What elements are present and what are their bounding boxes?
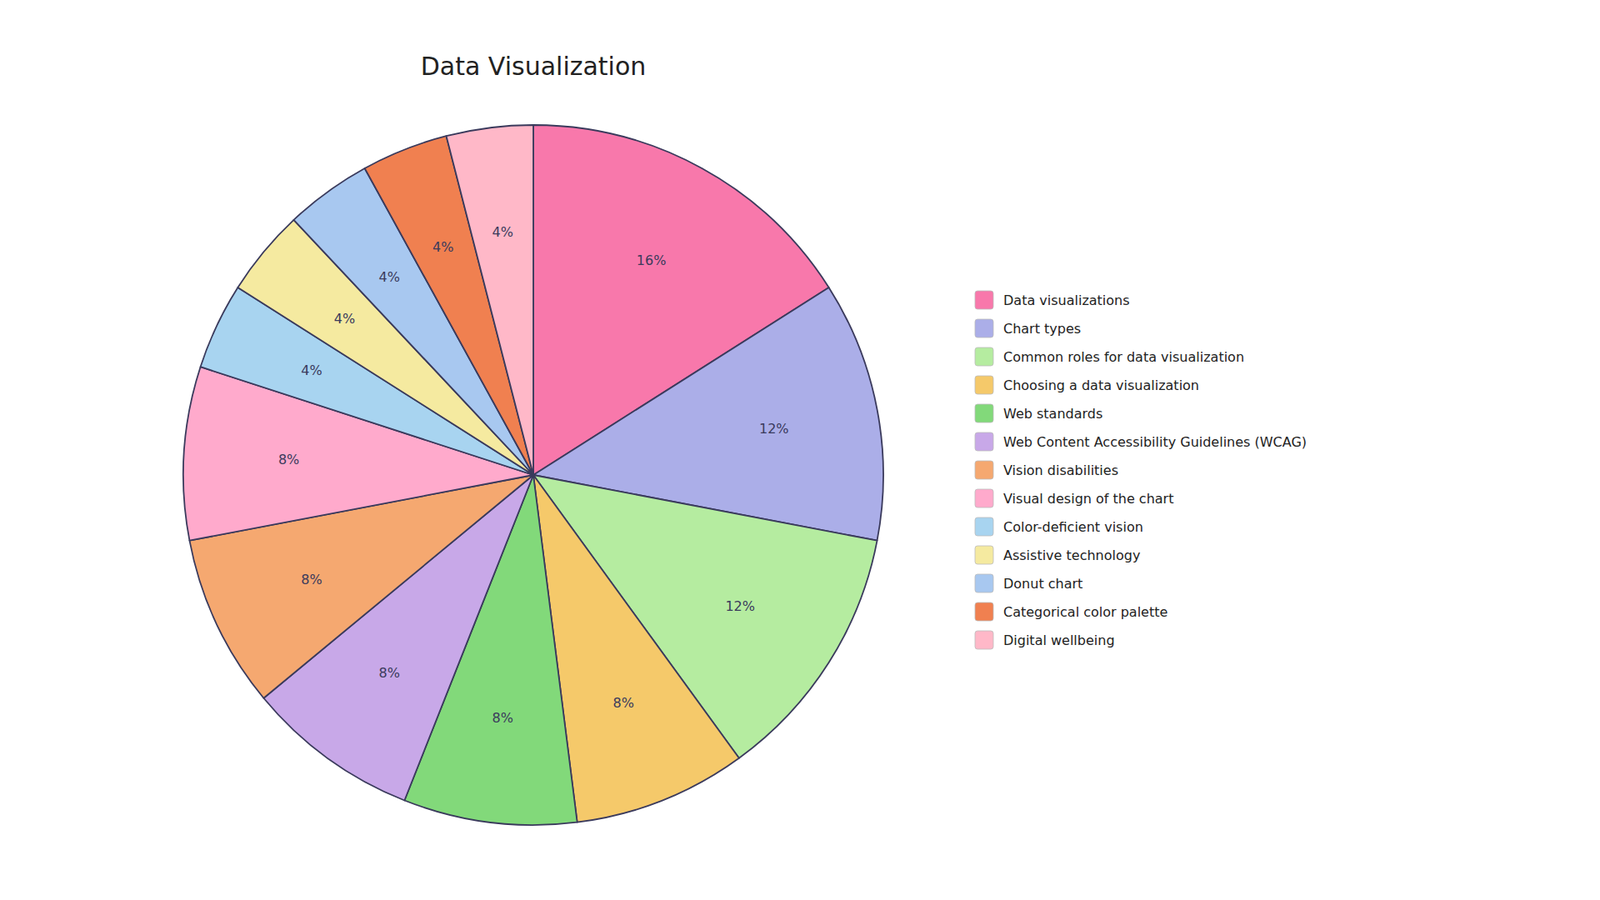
- legend-label: Web Content Accessibility Guidelines (WC…: [1003, 434, 1307, 450]
- title: Data Visualization: [420, 51, 647, 81]
- legend-swatch: [975, 319, 994, 338]
- legend-swatch: [975, 517, 994, 536]
- data-label: 4%: [334, 310, 355, 327]
- data-label: 4%: [378, 269, 400, 285]
- data-label: 8%: [491, 710, 513, 726]
- legend-swatch: [975, 545, 994, 565]
- data-label: 8%: [613, 695, 635, 711]
- legend-swatch: [975, 432, 994, 451]
- data-label: 8%: [278, 451, 300, 468]
- legend-swatch: [975, 602, 994, 621]
- data-label: 16%: [636, 252, 667, 269]
- legend-swatch: [975, 375, 994, 395]
- legend-label: Data visualizations: [1003, 292, 1130, 309]
- legend-swatch: [975, 574, 994, 593]
- legend-swatch: [975, 347, 994, 366]
- background: [0, 0, 1600, 900]
- data-label: 4%: [491, 224, 513, 240]
- legend-swatch: [975, 404, 994, 423]
- data-label: 12%: [725, 598, 755, 615]
- data-label: 4%: [300, 362, 322, 379]
- legend-label: Vision disabilities: [1003, 462, 1119, 479]
- legend-swatch: [975, 290, 994, 310]
- chart: Data Visualization 16% 12% 12% 8% 8% 8% 8% 8% 4% 4…: [0, 0, 1600, 900]
- legend: Data visualizations Chart types Common rol…: [975, 290, 1307, 650]
- legend-label: Digital wellbeing: [1003, 632, 1115, 649]
- legend-label: Donut chart: [1003, 575, 1083, 592]
- legend-label: Color-deficient vision: [1003, 519, 1144, 535]
- legend-label: Visual design of the chart: [1003, 490, 1174, 507]
- data-labels: 16% 12% 12% 8% 8% 8% 8% 8% 4% 4% 4% 4% 4%: [278, 224, 790, 726]
- legend-label: Choosing a data visualization: [1003, 377, 1200, 394]
- legend-swatch: [975, 460, 994, 480]
- data-label: 8%: [300, 571, 322, 588]
- data-label: 8%: [378, 665, 400, 681]
- legend-label: Chart types: [1003, 320, 1081, 337]
- legend-label: Common roles for data visualization: [1003, 349, 1245, 365]
- slice: [446, 125, 534, 475]
- legend-label: Web standards: [1003, 405, 1103, 422]
- legend-swatch: [975, 489, 994, 508]
- legend-swatch: [975, 630, 994, 650]
- data-label: 12%: [759, 420, 790, 437]
- slices: [183, 125, 884, 825]
- legend-label: Categorical color palette: [1003, 604, 1168, 620]
- data-label: 4%: [432, 239, 454, 255]
- legend-label: Assistive technology: [1003, 547, 1140, 564]
